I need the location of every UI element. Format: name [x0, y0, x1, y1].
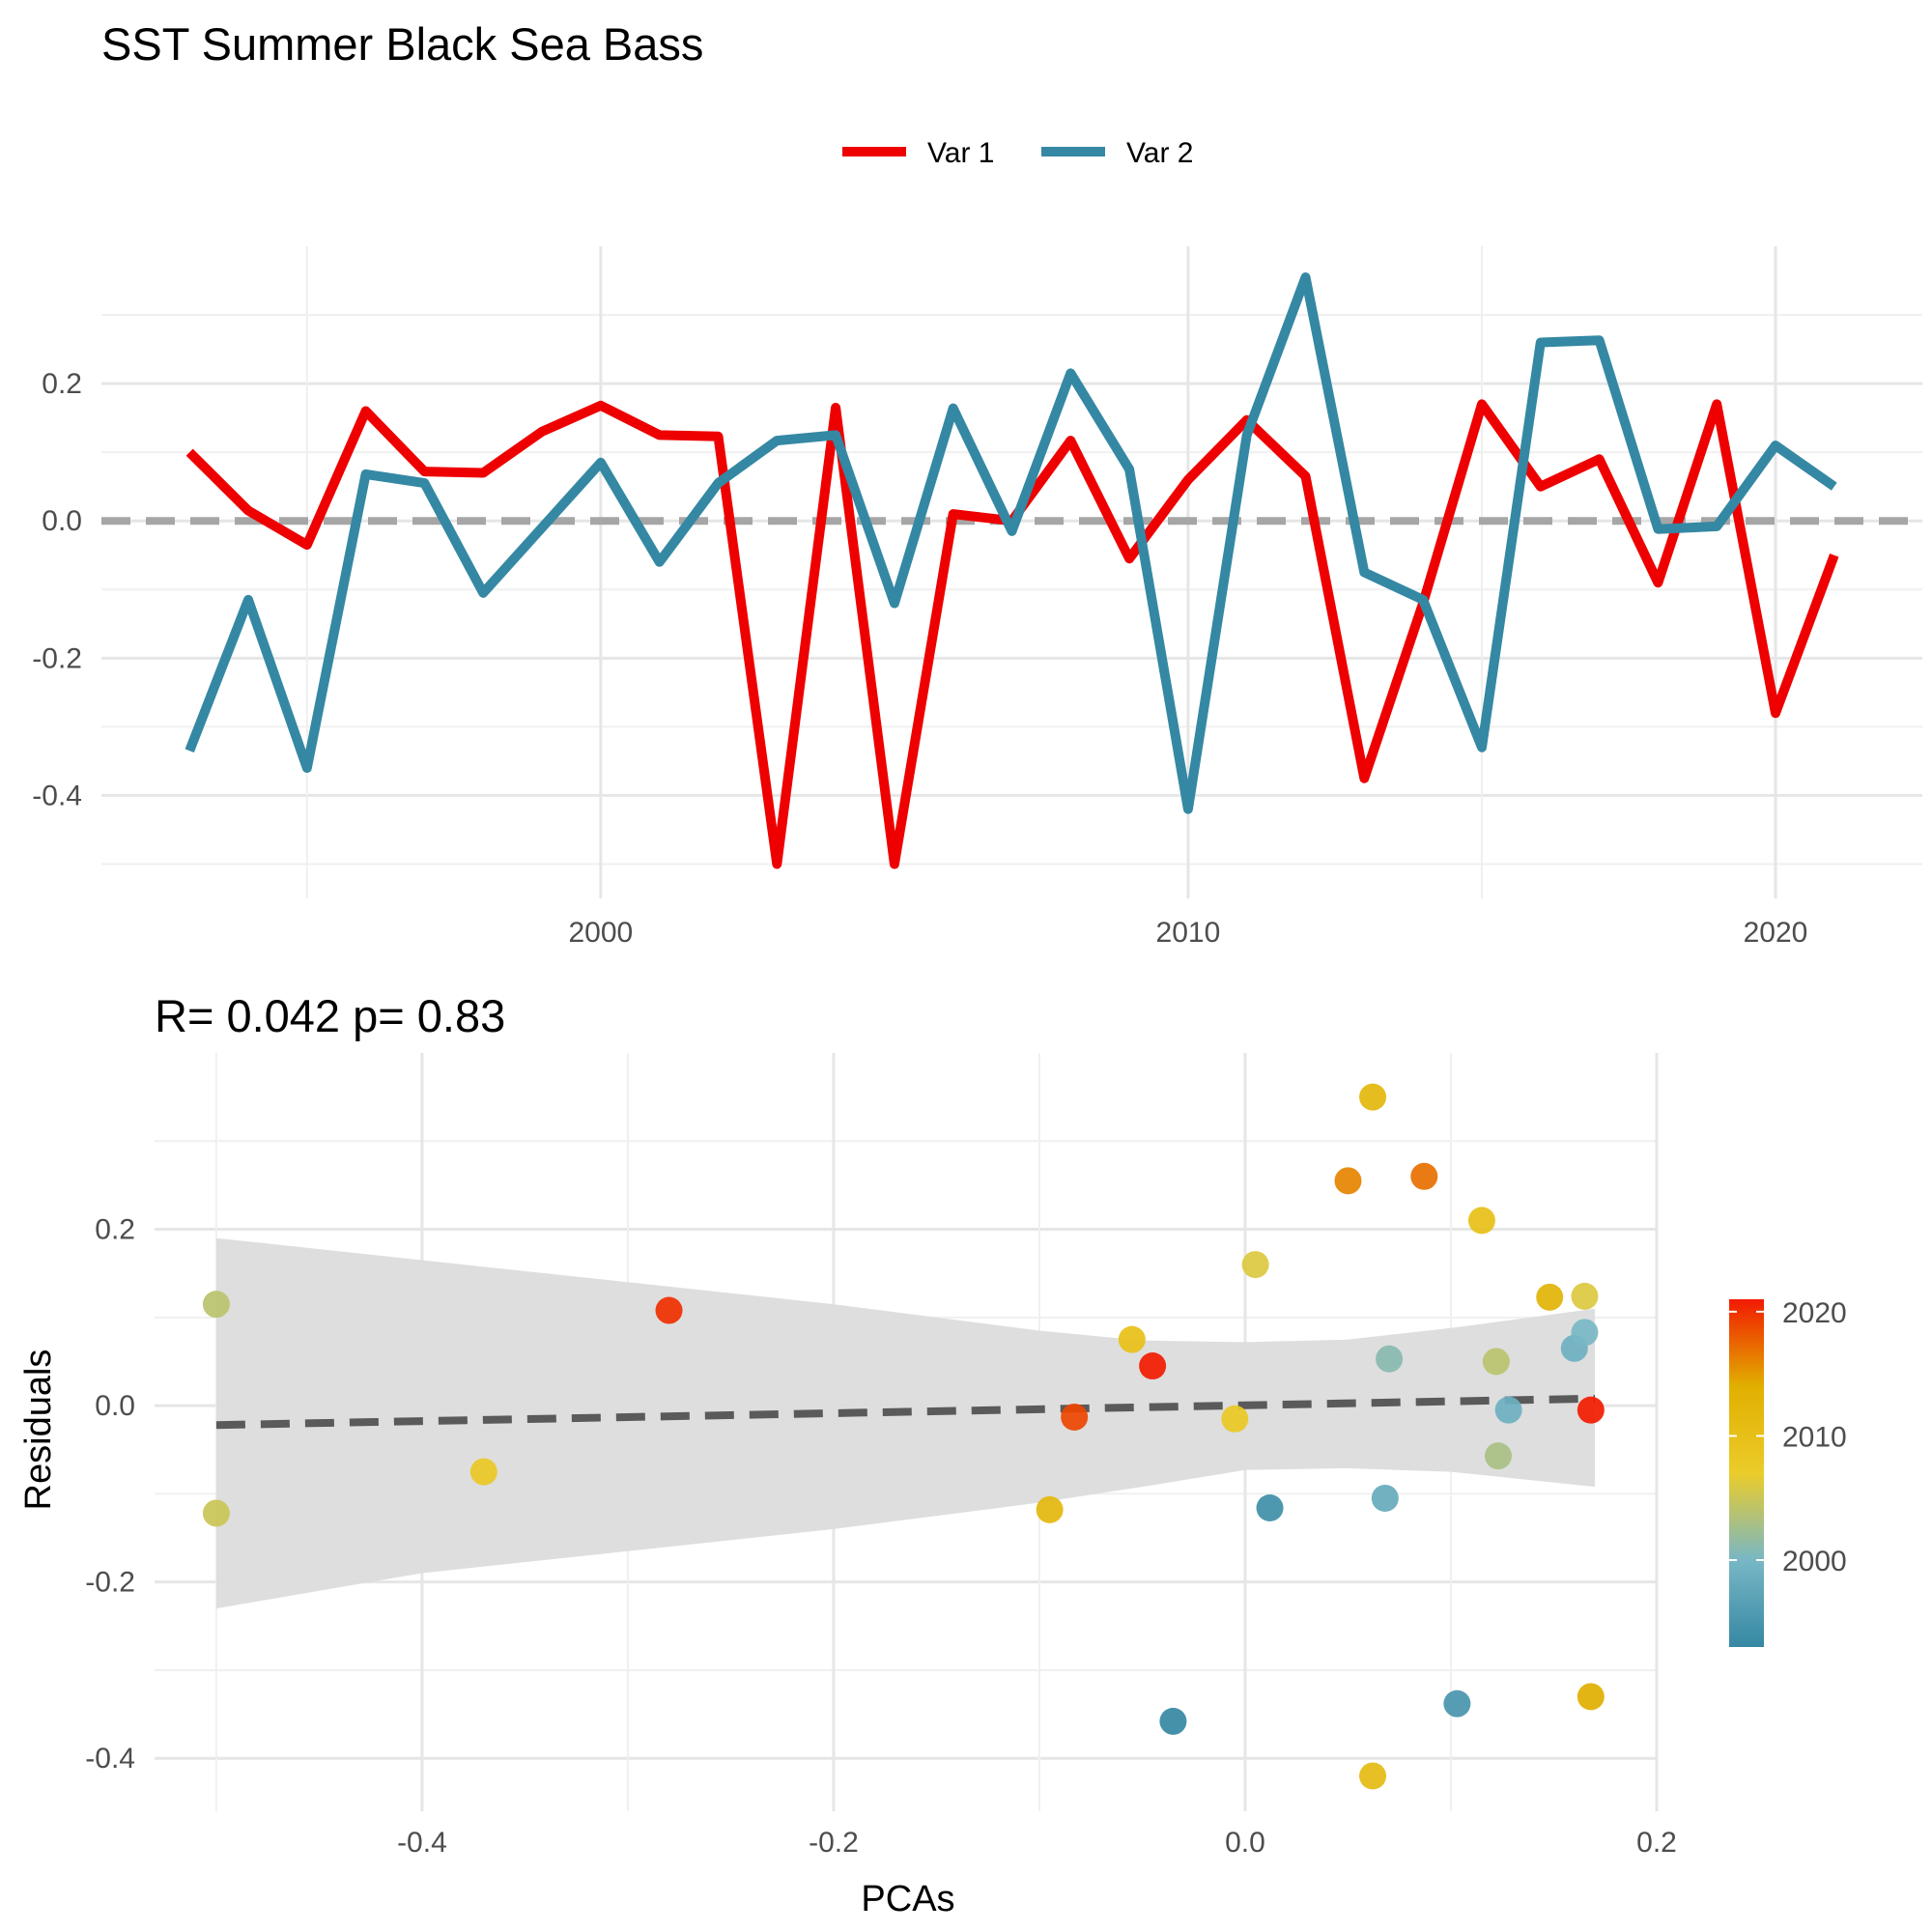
line-chart-panel: -0.4 -0.2 0.0 0.2 2000 2010 2020	[32, 246, 1922, 949]
scatter-point	[1494, 1396, 1522, 1424]
scatter-point	[1577, 1683, 1605, 1711]
scatter-point	[1241, 1251, 1269, 1279]
scatter-point	[1061, 1403, 1089, 1431]
correlation-subtitle: R= 0.042 p= 0.83	[155, 990, 505, 1041]
x-tick-label: -0.4	[397, 1827, 447, 1859]
colorbar: 2000 2010 2020	[1729, 1297, 1847, 1647]
colorbar-tick-label: 2000	[1782, 1546, 1847, 1577]
scatter-point	[1577, 1396, 1605, 1424]
scatter-point	[469, 1458, 497, 1486]
y-tick-label: 0.0	[95, 1390, 135, 1422]
scatter-point	[655, 1296, 683, 1324]
regression-line	[215, 1394, 1596, 1430]
scatter-point	[1359, 1083, 1387, 1111]
scatter-point	[1371, 1484, 1399, 1512]
x-tick-label: 0.0	[1225, 1827, 1265, 1859]
y-tick-label: -0.4	[32, 780, 82, 811]
colorbar-tick-label: 2020	[1782, 1297, 1847, 1329]
colorbar-gradient	[1729, 1299, 1764, 1647]
scatter-point	[1334, 1167, 1362, 1195]
scatter-point	[1036, 1495, 1064, 1523]
x-tick-label: -0.2	[809, 1827, 859, 1859]
y-tick-label: 0.2	[95, 1214, 135, 1246]
legend-label: Var 2	[1126, 137, 1193, 169]
scatter-point	[1118, 1325, 1146, 1353]
scatter-point	[1221, 1405, 1249, 1433]
x-tick-label: 2020	[1744, 917, 1808, 949]
scatter-point	[1139, 1352, 1167, 1380]
scatter-point	[1571, 1319, 1599, 1347]
bottom-y-tick-labels: -0.4 -0.2 0.0 0.2	[85, 1214, 135, 1776]
x-tick-label: 2010	[1156, 917, 1221, 949]
x-axis-title: PCAs	[861, 1879, 954, 1919]
y-tick-label: -0.2	[32, 642, 82, 674]
top-x-tick-labels: 2000 2010 2020	[568, 917, 1807, 949]
y-tick-label: -0.4	[85, 1743, 135, 1775]
bottom-x-tick-labels: -0.4 -0.2 0.0 0.2	[397, 1827, 1677, 1859]
confidence-band-area	[215, 1237, 1596, 1609]
scatter-point	[1159, 1707, 1187, 1735]
scatter-point	[1376, 1345, 1404, 1373]
scatter-point	[1571, 1282, 1599, 1310]
y-tick-label: 0.2	[42, 368, 82, 400]
series-lines	[185, 272, 1839, 869]
chart-title: SST Summer Black Sea Bass	[101, 18, 703, 70]
confidence-band	[215, 1237, 1596, 1609]
legend: Var 1 Var 2	[842, 137, 1193, 169]
scatter-point	[1256, 1494, 1284, 1521]
x-tick-label: 0.2	[1636, 1827, 1677, 1859]
scatter-point	[1359, 1762, 1387, 1790]
scatter-point	[1536, 1283, 1564, 1311]
scatter-point	[202, 1291, 230, 1319]
scatter-point	[1410, 1162, 1438, 1190]
scatter-point	[1482, 1348, 1510, 1376]
x-tick-label: 2000	[568, 917, 633, 949]
scatter-point	[202, 1499, 230, 1527]
scatter-panel: -0.4 -0.2 0.0 0.2 -0.4 -0.2 0.0 0.2	[85, 1053, 1677, 1859]
scatter-points	[202, 1083, 1605, 1790]
top-y-tick-labels: -0.4 -0.2 0.0 0.2	[32, 368, 82, 811]
y-tick-label: -0.2	[85, 1567, 135, 1599]
scatter-point	[1467, 1207, 1495, 1235]
y-tick-label: 0.0	[42, 505, 82, 537]
y-axis-title: Residuals	[18, 1350, 59, 1511]
scatter-point	[1484, 1442, 1512, 1470]
fit-line	[215, 1394, 1596, 1430]
legend-label: Var 1	[927, 137, 994, 169]
colorbar-tick-label: 2010	[1782, 1421, 1847, 1453]
series-line-var-2	[185, 272, 1837, 814]
colorbar-ticks: 2000 2010 2020	[1729, 1297, 1847, 1577]
scatter-point	[1443, 1690, 1471, 1718]
